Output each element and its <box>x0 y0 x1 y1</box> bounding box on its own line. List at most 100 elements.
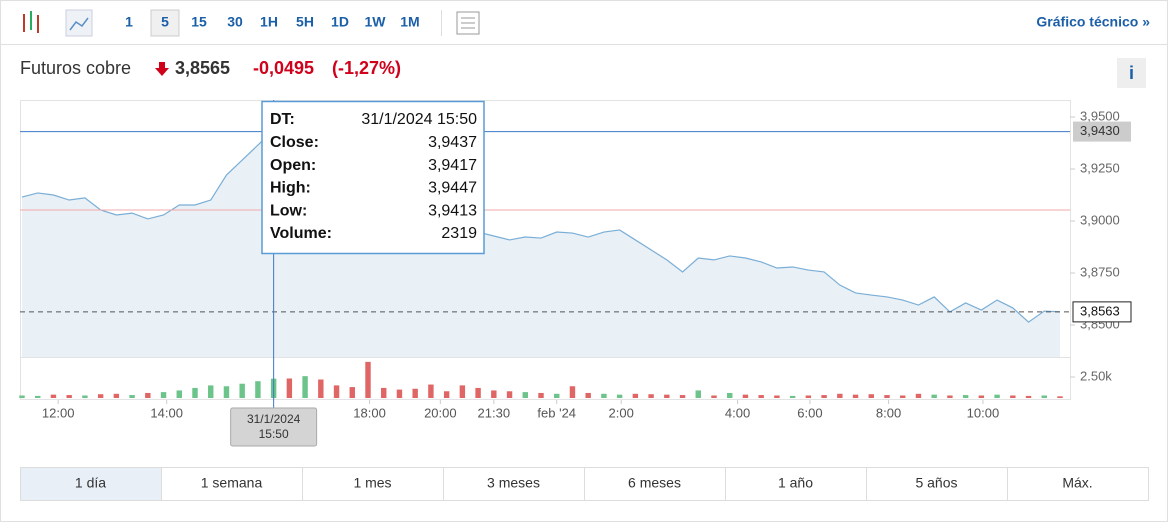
volume-bar <box>113 393 120 398</box>
volume-bar <box>255 381 261 398</box>
volume-bar <box>412 388 418 398</box>
interval-button[interactable]: 5H <box>296 14 314 30</box>
volume-bar <box>82 395 88 398</box>
price-line <box>21 129 1061 323</box>
technical-link[interactable]: Gráfico técnico » <box>1036 14 1150 30</box>
volume-bar <box>695 390 701 398</box>
x-tick-label: 14:00 <box>150 405 183 420</box>
interval-button[interactable]: 1W <box>365 14 387 30</box>
interval-button[interactable]: 1H <box>260 14 278 30</box>
down-arrow <box>155 62 169 76</box>
y-tick-label: 3,8750 <box>1080 264 1120 279</box>
crosshair-price-tag <box>1073 121 1131 142</box>
volume-bar <box>789 395 796 398</box>
volume-bar <box>506 391 513 398</box>
change: -0,0495 <box>253 58 314 78</box>
volume-bar <box>601 393 607 398</box>
range-tab-label[interactable]: 6 meses <box>628 475 681 491</box>
volume-bar <box>349 387 355 398</box>
volume-bar <box>160 392 167 398</box>
info-button[interactable] <box>1117 58 1146 88</box>
volume-bar <box>805 395 812 398</box>
volume-bar <box>1057 396 1063 398</box>
tooltip-key: Open: <box>270 157 316 174</box>
volume-bar <box>742 394 749 398</box>
volume-bar <box>286 378 293 398</box>
tooltip-value: 2319 <box>441 225 477 242</box>
interval-button[interactable]: 1 <box>125 14 133 30</box>
volume-bar <box>223 386 230 398</box>
volume-bar <box>1025 395 1032 398</box>
y-tick-label: 3,9250 <box>1080 160 1120 175</box>
range-tab-label[interactable]: 1 año <box>778 475 813 491</box>
y-tick-label: 3,9500 <box>1080 108 1120 123</box>
crosshair-x-label: 15:50 <box>259 427 289 441</box>
range-tab-label[interactable]: 1 día <box>75 475 106 491</box>
volume-bar <box>459 385 466 398</box>
volume-bar <box>758 395 764 398</box>
range-tab-label[interactable]: 5 años <box>915 475 957 491</box>
volume-bar <box>19 395 25 398</box>
range-tab-label[interactable]: Máx. <box>1062 475 1092 491</box>
volume-bar <box>365 361 371 398</box>
volume-bar <box>727 392 733 398</box>
volume-bar <box>176 390 182 398</box>
x-tick-label: 18:00 <box>353 405 386 420</box>
volume-bar <box>318 379 324 398</box>
volume-bar <box>648 394 654 398</box>
plot-frame <box>20 100 1071 400</box>
volume-bar <box>491 390 497 398</box>
volume-bar <box>632 393 639 398</box>
volume-bar <box>1041 395 1047 398</box>
interval-active-bg <box>150 9 180 37</box>
volume-bar <box>239 383 245 398</box>
tooltip-key: Volume: <box>270 225 332 242</box>
area-icon[interactable] <box>65 9 93 37</box>
crosshair-x-tag <box>230 407 318 447</box>
volume-bar <box>821 395 827 398</box>
volume-bar <box>475 387 481 398</box>
interval-button[interactable]: 5 <box>161 14 169 30</box>
volume-bar <box>1010 395 1016 398</box>
x-tick-label: feb '24 <box>537 405 576 420</box>
y-tick-label: 3,9000 <box>1080 212 1120 227</box>
volume-bar <box>774 395 780 398</box>
range-tab[interactable] <box>302 467 444 501</box>
volume-bar <box>664 394 670 398</box>
volume-bar <box>947 395 953 398</box>
volume-bar <box>129 395 135 398</box>
volume-bar <box>443 391 450 398</box>
instrument-name: Futuros cobre <box>20 58 131 78</box>
last-price-label: 3,8563 <box>1080 303 1120 318</box>
range-tab[interactable] <box>866 467 1008 501</box>
x-tick-label: 21:30 <box>478 405 511 420</box>
range-tab-label[interactable]: 1 mes <box>353 475 391 491</box>
volume-bar <box>931 394 937 398</box>
range-tab-label[interactable]: 1 semana <box>201 475 263 491</box>
interval-button[interactable]: 30 <box>227 14 243 30</box>
info-icon: i <box>1129 63 1134 83</box>
volume-bar <box>569 386 576 398</box>
volume-bar <box>428 384 434 398</box>
volume-bar <box>900 395 906 398</box>
range-tab[interactable] <box>1007 467 1149 501</box>
candle-icon[interactable] <box>23 11 39 33</box>
volume-bar <box>396 389 403 398</box>
interval-button[interactable]: 1M <box>400 14 419 30</box>
tooltip-value: 31/1/2024 15:50 <box>361 111 477 128</box>
crosshair-price-label: 3,9430 <box>1080 123 1120 138</box>
tooltip-value: 3,9447 <box>428 180 477 197</box>
x-tick-label: 20:00 <box>424 405 457 420</box>
interval-button[interactable]: 15 <box>191 14 207 30</box>
interval-button[interactable]: 1D <box>331 14 349 30</box>
tooltip-key: Close: <box>270 134 319 151</box>
volume-bar <box>868 394 874 398</box>
volume-bar <box>97 394 104 398</box>
x-tick-label: 12:00 <box>42 405 75 420</box>
volume-bar <box>616 394 623 398</box>
range-tab-label[interactable]: 3 meses <box>487 475 540 491</box>
tooltip-value: 3,9417 <box>428 157 477 174</box>
volume-bar <box>915 393 922 398</box>
range-tab[interactable] <box>443 467 585 501</box>
volume-bar <box>978 395 985 398</box>
